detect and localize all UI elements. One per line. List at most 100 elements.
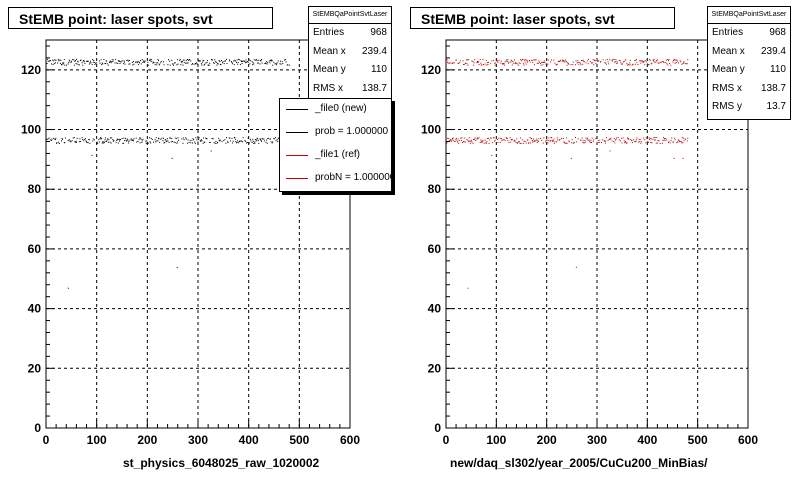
data-point <box>68 139 70 141</box>
data-point <box>160 138 162 140</box>
data-point <box>202 142 204 144</box>
data-point <box>109 141 111 143</box>
data-point <box>650 138 652 140</box>
data-point <box>578 62 580 64</box>
data-point <box>589 141 591 142</box>
data-point <box>470 139 472 141</box>
data-point <box>654 61 656 63</box>
data-point <box>223 63 225 65</box>
data-point <box>54 62 56 64</box>
data-point <box>171 63 173 65</box>
data-point <box>72 59 74 61</box>
data-point <box>121 60 123 62</box>
y-tick-label: 20 <box>28 361 42 375</box>
data-point <box>452 137 453 139</box>
data-point <box>110 62 112 64</box>
data-point <box>514 63 516 65</box>
data-point <box>615 137 617 139</box>
data-point <box>624 59 626 61</box>
data-point <box>578 64 580 66</box>
data-point <box>127 60 129 62</box>
data-point <box>262 138 264 140</box>
data-point <box>102 142 104 144</box>
data-point <box>644 139 646 141</box>
data-point <box>447 62 449 64</box>
data-point <box>500 138 502 140</box>
data-point <box>637 64 639 65</box>
data-point <box>90 60 91 62</box>
data-point <box>668 60 669 61</box>
data-point <box>114 62 116 64</box>
data-point <box>55 137 57 139</box>
data-point <box>661 142 663 144</box>
data-point <box>83 61 85 63</box>
data-point <box>533 140 535 142</box>
data-point <box>67 140 69 142</box>
data-point <box>142 139 144 140</box>
data-point <box>272 64 274 66</box>
data-point <box>107 138 109 140</box>
data-point <box>622 63 623 65</box>
data-point <box>219 61 221 62</box>
data-point <box>478 60 480 62</box>
data-point <box>61 140 62 142</box>
data-point <box>463 141 465 142</box>
data-point <box>598 60 600 62</box>
data-point <box>585 62 587 64</box>
data-point <box>207 60 208 62</box>
data-point <box>119 62 121 64</box>
data-point <box>643 61 645 63</box>
data-point <box>641 60 643 62</box>
data-point <box>210 150 212 152</box>
data-point <box>579 139 581 141</box>
data-point <box>472 142 474 144</box>
data-point <box>208 64 210 66</box>
data-point <box>268 60 270 62</box>
data-point <box>629 60 631 62</box>
data-point <box>465 62 467 64</box>
data-point <box>463 141 465 143</box>
data-point <box>643 137 645 139</box>
data-point <box>588 139 590 141</box>
data-point <box>156 62 158 64</box>
data-point <box>244 140 246 142</box>
data-point <box>634 63 636 65</box>
data-point <box>559 139 561 140</box>
data-point <box>511 139 513 141</box>
data-point <box>498 59 500 61</box>
data-point <box>483 64 484 65</box>
data-point <box>271 59 273 61</box>
data-point <box>86 142 88 143</box>
data-point <box>48 60 50 62</box>
data-point <box>457 141 458 143</box>
data-point <box>265 63 267 65</box>
data-point <box>131 139 133 141</box>
data-point <box>73 64 75 66</box>
data-point <box>460 137 462 139</box>
data-point <box>686 63 688 65</box>
data-point <box>664 138 666 139</box>
data-point <box>51 139 52 141</box>
data-point <box>122 63 124 65</box>
data-point <box>577 61 579 63</box>
data-point <box>181 60 183 62</box>
data-point <box>98 141 100 143</box>
data-point <box>257 62 259 64</box>
data-point <box>571 139 573 141</box>
data-point <box>535 139 537 141</box>
data-point <box>455 139 457 141</box>
data-point <box>656 142 658 144</box>
data-point <box>547 139 549 141</box>
data-point <box>542 61 544 63</box>
data-point <box>241 63 243 64</box>
data-point <box>247 141 249 143</box>
data-point <box>147 61 149 63</box>
data-point <box>244 62 246 64</box>
data-point <box>234 137 236 139</box>
data-point <box>113 140 115 141</box>
data-point <box>59 59 61 61</box>
data-point <box>158 137 159 139</box>
data-point <box>164 141 166 143</box>
data-point <box>452 62 453 64</box>
data-point <box>106 63 108 65</box>
